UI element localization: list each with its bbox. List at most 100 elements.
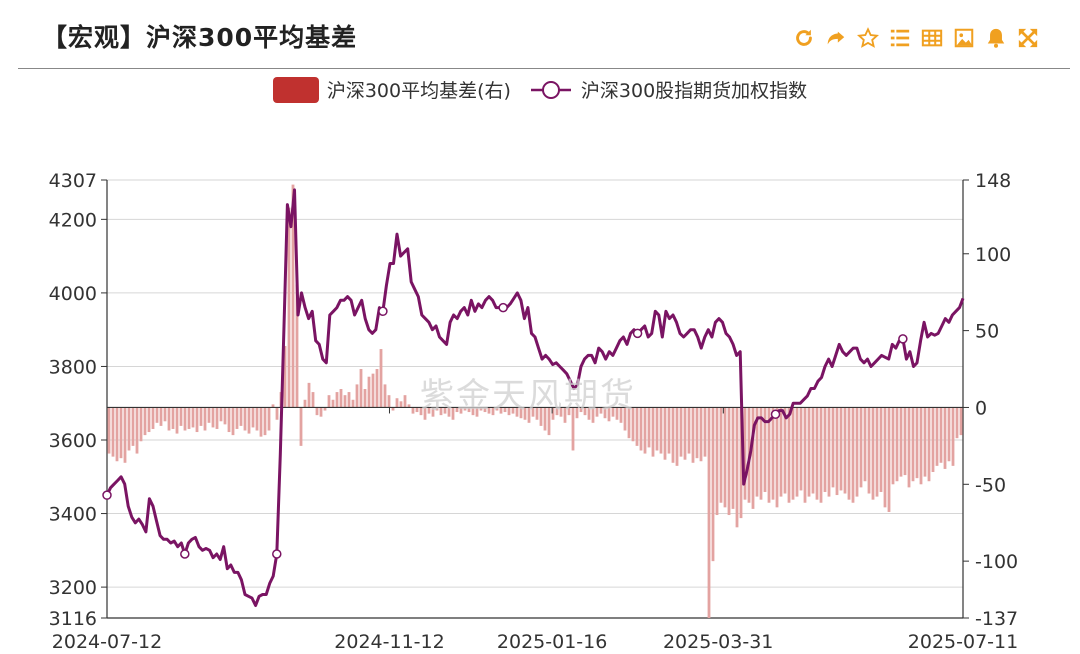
basis-bar bbox=[911, 407, 915, 482]
basis-bar bbox=[591, 407, 595, 423]
basis-bar bbox=[803, 407, 807, 503]
basis-bar bbox=[639, 407, 643, 451]
legend-label-index: 沪深300股指期货加权指数 bbox=[580, 80, 808, 102]
basis-bar bbox=[231, 407, 235, 436]
basis-bar bbox=[927, 407, 931, 482]
fullscreen-icon[interactable] bbox=[1016, 26, 1040, 50]
index-marker bbox=[498, 302, 508, 313]
basis-bar bbox=[219, 407, 223, 422]
basis-bar bbox=[207, 407, 211, 423]
basis-bar bbox=[387, 395, 391, 408]
basis-bar bbox=[307, 382, 311, 408]
basis-bar bbox=[723, 407, 727, 508]
basis-bar bbox=[611, 407, 615, 417]
bell-icon[interactable] bbox=[984, 26, 1008, 50]
basis-bar bbox=[539, 407, 543, 426]
basis-bar bbox=[567, 407, 571, 416]
basis-bar bbox=[427, 407, 431, 414]
left-tick-label: 4200 bbox=[49, 209, 97, 231]
basis-bar bbox=[399, 401, 403, 408]
basis-bar bbox=[263, 407, 267, 436]
image-icon[interactable] bbox=[952, 26, 976, 50]
basis-bar bbox=[619, 407, 623, 423]
basis-bar bbox=[727, 407, 731, 516]
basis-bar bbox=[239, 407, 243, 426]
basis-bar bbox=[391, 407, 395, 411]
basis-bar bbox=[819, 407, 823, 503]
basis-bar bbox=[159, 407, 163, 426]
chart-header: 【宏观】沪深300平均基差 bbox=[0, 0, 1080, 70]
chart-toolbar bbox=[792, 26, 1040, 50]
table-icon[interactable] bbox=[920, 26, 944, 50]
basis-bar bbox=[127, 407, 131, 451]
basis-bar bbox=[247, 407, 251, 434]
header-divider bbox=[18, 68, 1070, 69]
basis-bar bbox=[475, 407, 479, 417]
basis-bar bbox=[595, 407, 599, 417]
basis-bar bbox=[691, 407, 695, 463]
basis-bar bbox=[743, 407, 747, 500]
basis-bar bbox=[915, 407, 919, 479]
basis-bar bbox=[255, 407, 259, 431]
basis-bar bbox=[923, 407, 927, 477]
basis-bar bbox=[259, 407, 263, 437]
basis-bar bbox=[895, 407, 899, 482]
basis-bar bbox=[179, 407, 183, 426]
legend-item-index[interactable]: 沪深300股指期货加权指数 bbox=[529, 76, 807, 103]
basis-bar bbox=[955, 407, 959, 439]
basis-bar bbox=[171, 407, 175, 429]
basis-bar bbox=[155, 407, 159, 423]
basis-bar bbox=[627, 407, 631, 439]
basis-bar bbox=[599, 407, 603, 414]
basis-bar bbox=[359, 369, 363, 408]
basis-bar bbox=[583, 407, 587, 416]
basis-bar bbox=[783, 407, 787, 494]
basis-bar bbox=[863, 407, 867, 482]
basis-bar bbox=[295, 284, 299, 408]
basis-bar bbox=[463, 407, 467, 411]
refresh-icon[interactable] bbox=[792, 26, 816, 50]
basis-bar bbox=[683, 407, 687, 460]
basis-bar bbox=[407, 404, 411, 408]
basis-bar bbox=[959, 407, 963, 436]
basis-bar bbox=[851, 407, 855, 503]
basis-bar bbox=[559, 407, 563, 417]
basis-bar bbox=[547, 407, 551, 436]
index-marker bbox=[898, 334, 908, 344]
basis-bar bbox=[483, 407, 487, 413]
index-marker bbox=[102, 490, 112, 500]
basis-bar bbox=[519, 407, 523, 419]
basis-bar bbox=[807, 407, 811, 497]
basis-bar bbox=[751, 407, 755, 509]
basis-bar bbox=[535, 407, 539, 420]
basis-bar bbox=[839, 407, 843, 491]
basis-bar bbox=[395, 398, 399, 408]
basis-bar bbox=[703, 407, 707, 457]
basis-bar bbox=[311, 392, 315, 408]
star-icon[interactable] bbox=[856, 26, 880, 50]
basis-bar bbox=[755, 407, 759, 497]
basis-bar bbox=[375, 369, 379, 408]
basis-bar bbox=[487, 407, 491, 414]
share-icon[interactable] bbox=[824, 26, 848, 50]
x-tick-label: 2025-01-16 bbox=[497, 631, 607, 653]
basis-bar bbox=[871, 407, 875, 500]
basis-bar bbox=[847, 407, 851, 500]
list-icon[interactable] bbox=[888, 26, 912, 50]
basis-bar bbox=[867, 407, 871, 494]
basis-bar bbox=[943, 407, 947, 469]
basis-bar bbox=[267, 407, 271, 431]
basis-bar bbox=[187, 407, 191, 429]
basis-bar bbox=[603, 407, 607, 419]
right-tick-label: -50 bbox=[975, 474, 1006, 496]
basis-bar bbox=[191, 407, 195, 428]
basis-bar bbox=[671, 407, 675, 463]
chart-title: 【宏观】沪深300平均基差 bbox=[42, 23, 358, 52]
legend-item-basis[interactable]: 沪深300平均基差(右) bbox=[272, 76, 511, 103]
basis-bar bbox=[111, 407, 115, 457]
watermark: 紫金天风期货 bbox=[420, 376, 636, 416]
basis-bar bbox=[647, 407, 651, 448]
basis-bar bbox=[423, 407, 427, 420]
basis-bar bbox=[183, 407, 187, 431]
basis-bar bbox=[899, 407, 903, 477]
